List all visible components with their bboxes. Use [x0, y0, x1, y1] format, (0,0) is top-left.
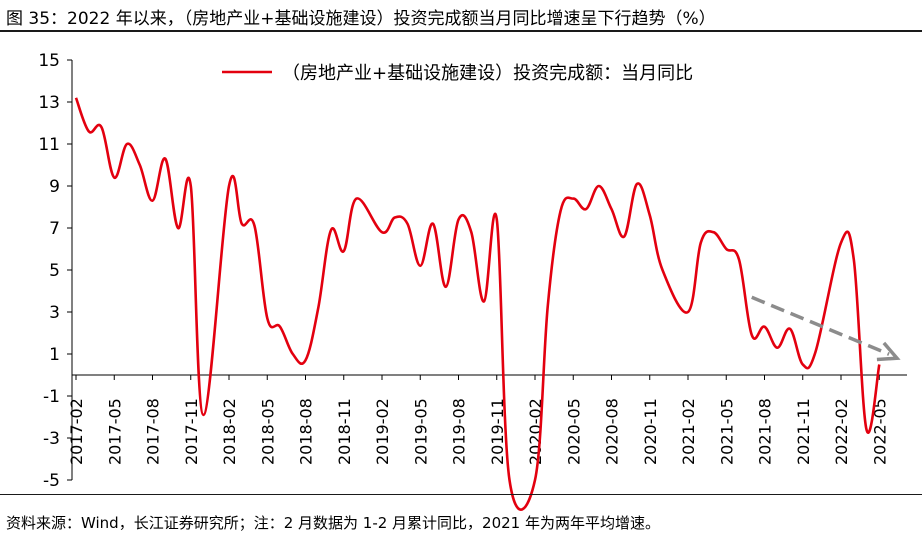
x-tick-label: 2021-05: [717, 398, 736, 465]
source-note: 资料来源：Wind，长江证券研究所；注：2 月数据为 1-2 月累计同比，202…: [6, 514, 660, 532]
y-tick-label: 11: [38, 135, 60, 155]
figure-title: 图 35：2022 年以来，（房地产业+基础设施建设）投资完成额当月同比增速呈下…: [6, 9, 716, 29]
x-tick-label: 2019-05: [411, 398, 430, 465]
legend-label: （房地产业+基础设施建设）投资完成额：当月同比: [282, 63, 693, 84]
x-tick-label: 2020-05: [564, 398, 583, 465]
series-line: [74, 97, 881, 511]
y-tick-label: -5: [43, 471, 60, 491]
x-tick-label: 2017-05: [105, 398, 124, 465]
plot-area: [74, 97, 901, 511]
bottom-rule: [0, 494, 922, 495]
top-rule: [0, 30, 922, 32]
x-tick-label: 2017-11: [182, 398, 201, 465]
x-tick-label: 2018-08: [297, 398, 316, 465]
x-tick-label: 2020-08: [603, 398, 622, 465]
trend-arrow-shaft: [751, 295, 890, 356]
x-tick-label: 2018-05: [258, 398, 277, 465]
x-tick-label: 2021-11: [794, 398, 813, 465]
y-tick-label: 7: [49, 219, 60, 239]
x-tick-label: 2021-08: [756, 398, 775, 465]
x-tick-label: 2021-02: [679, 398, 698, 465]
y-tick-label: 5: [49, 261, 60, 281]
y-tick-label: 15: [38, 51, 60, 71]
x-tick-label: 2018-02: [220, 398, 239, 465]
x-tick-label: 2019-02: [373, 398, 392, 465]
y-tick-label: 1: [49, 345, 60, 365]
chart-legend: （房地产业+基础设施建设）投资完成额：当月同比: [222, 63, 693, 84]
y-tick-label: 9: [49, 177, 60, 197]
y-tick-label: -3: [43, 429, 60, 449]
x-tick-label: 2019-11: [488, 398, 507, 465]
x-tick-label: 2018-11: [335, 398, 354, 465]
y-tick-labels: 15 13 11 9 7 5 3 1 -1 -3 -5: [38, 51, 60, 491]
x-tick-label: 2020-11: [641, 398, 660, 465]
x-tick-labels: 2017-02 2017-05 2017-08 2017-11 2018-02 2018-…: [67, 398, 889, 465]
y-tick-label: 3: [49, 303, 60, 323]
y-tick-label: -1: [43, 387, 60, 407]
x-tick-label: 2019-08: [450, 398, 469, 465]
x-tick-label: 2022-02: [832, 398, 851, 465]
x-tick-label: 2017-02: [67, 398, 86, 465]
trend-arrow-head: [876, 341, 901, 362]
x-tick-label: 2017-08: [144, 398, 163, 465]
x-tick-label: 2022-05: [870, 398, 889, 465]
y-tick-label: 13: [38, 93, 60, 113]
